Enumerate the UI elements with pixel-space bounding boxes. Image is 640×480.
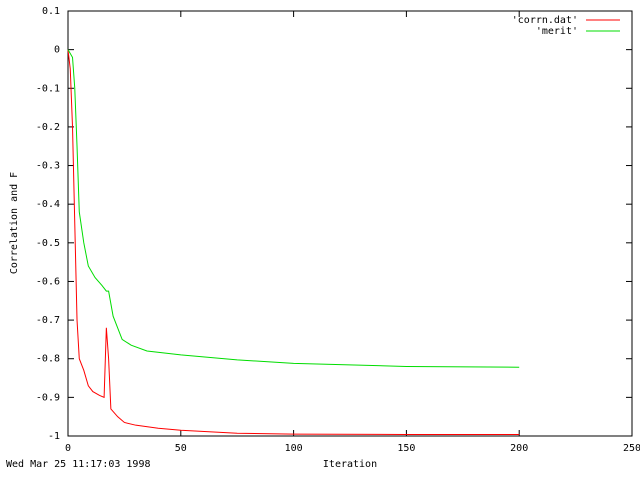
x-tick-label: 150 xyxy=(397,443,415,454)
y-tick-label: -0.6 xyxy=(36,276,60,287)
series-line xyxy=(67,49,520,368)
y-tick-label: -0.3 xyxy=(36,161,60,172)
timestamp: Wed Mar 25 11:17:03 1998 xyxy=(6,459,151,470)
legend-label: 'merit' xyxy=(536,26,578,37)
y-tick-label: -0.7 xyxy=(36,315,60,326)
y-axis-label: Correlation and F xyxy=(9,172,20,274)
y-tick-label: -1 xyxy=(48,431,60,442)
y-tick-label: 0.1 xyxy=(42,6,60,17)
y-tick-label: -0.5 xyxy=(36,238,60,249)
x-tick-label: 100 xyxy=(285,443,303,454)
x-tick-label: 0 xyxy=(65,443,71,454)
y-tick-label: -0.1 xyxy=(36,83,60,94)
y-tick-label: -0.4 xyxy=(36,199,60,210)
x-tick-label: 200 xyxy=(510,443,528,454)
y-tick-label: -0.9 xyxy=(36,392,60,403)
x-tick-label: 50 xyxy=(175,443,187,454)
y-tick-label: 0 xyxy=(54,45,60,56)
legend-label: 'corrn.dat' xyxy=(512,15,578,26)
y-tick-label: -0.2 xyxy=(36,122,60,133)
x-tick-label: 250 xyxy=(623,443,640,454)
x-axis-label: Iteration xyxy=(323,459,377,470)
series-line xyxy=(67,49,520,435)
y-tick-label: -0.8 xyxy=(36,354,60,365)
plot-border xyxy=(67,10,633,437)
